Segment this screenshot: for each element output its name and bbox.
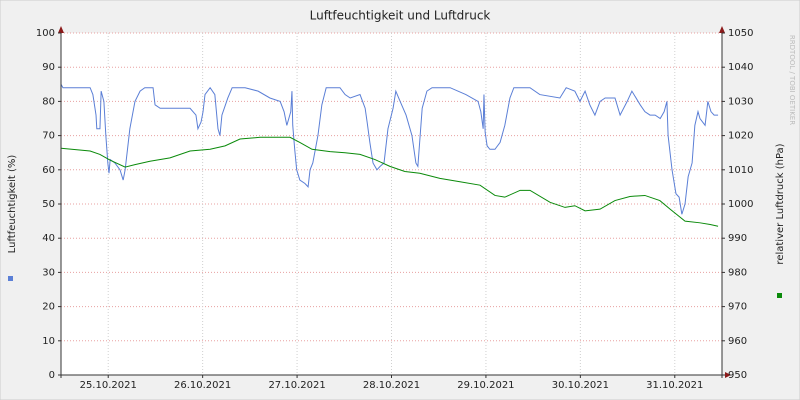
y-tick-label: 40 [42, 233, 55, 244]
y-tick-label: 20 [42, 302, 55, 313]
y2-tick-label: 1010 [728, 165, 753, 176]
y2-tick-label: 970 [728, 302, 747, 313]
x-tick-label: 31.10.2021 [646, 380, 703, 391]
axis-arrow [58, 26, 64, 33]
axis-arrow [719, 26, 725, 33]
series-line [60, 136, 719, 227]
chart-title: Luftfeuchtigkeit und Luftdruck [310, 9, 491, 23]
y-axis-label: Luftfeuchtigkeit (%) [7, 155, 18, 254]
x-tick-label: 28.10.2021 [363, 380, 420, 391]
y2-tick-label: 1000 [728, 199, 753, 210]
y2-tick-label: 1050 [728, 28, 753, 39]
y2-tick-label: 980 [728, 267, 747, 278]
y-tick-label: 100 [36, 28, 55, 39]
lines [60, 84, 719, 227]
y-tick-label: 50 [42, 199, 55, 210]
axis-arrow [725, 372, 731, 378]
y2-tick-label: 960 [728, 336, 747, 347]
series-line [60, 84, 719, 215]
y2-axis-label: relativer Luftdruck (hPa) [775, 143, 786, 264]
y2-tick-label: 990 [728, 233, 747, 244]
y-tick-label: 30 [42, 267, 55, 278]
y2-tick-label: 1030 [728, 96, 753, 107]
y-tick-label: 0 [49, 370, 55, 381]
watermark: RRDTOOL / TOBI OETIKER [788, 35, 796, 125]
x-tick-label: 29.10.2021 [457, 380, 514, 391]
y-tick-label: 60 [42, 165, 55, 176]
y2-tick-label: 1040 [728, 62, 753, 73]
y-tick-label: 10 [42, 336, 55, 347]
x-tick-label: 25.10.2021 [80, 380, 137, 391]
y-tick-label: 80 [42, 96, 55, 107]
legend-swatch [777, 293, 782, 298]
y-tick-label: 70 [42, 131, 55, 142]
y-tick-label: 90 [42, 62, 55, 73]
legend-swatch [8, 276, 13, 281]
x-tick-label: 26.10.2021 [174, 380, 231, 391]
x-tick-label: 27.10.2021 [268, 380, 325, 391]
y2-tick-label: 950 [728, 370, 747, 381]
y2-tick-label: 1020 [728, 131, 753, 142]
x-tick-label: 30.10.2021 [552, 380, 609, 391]
